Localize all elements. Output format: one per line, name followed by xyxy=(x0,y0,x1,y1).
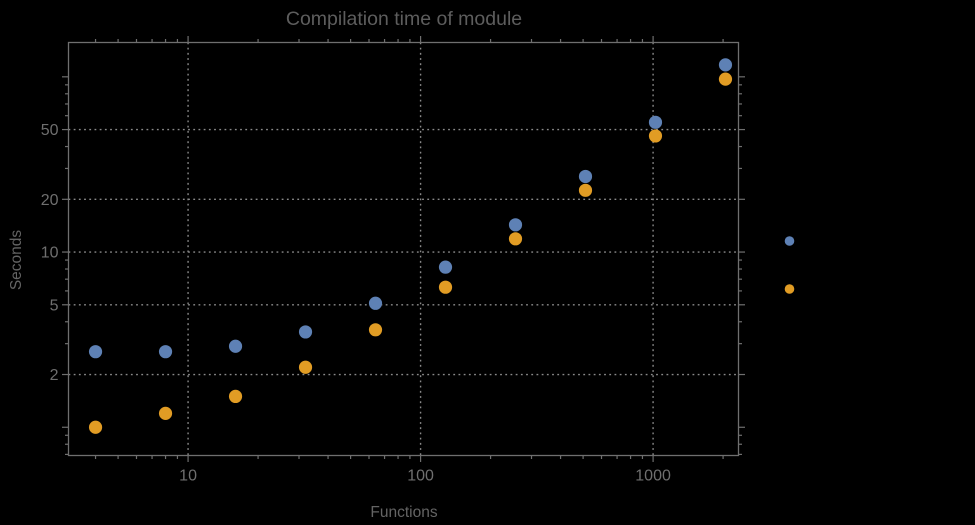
data-point-series-1-blue xyxy=(228,339,243,353)
data-point-series-1-blue xyxy=(368,296,383,310)
frame-layer xyxy=(67,41,740,457)
data-point-series-2-orange xyxy=(648,129,663,143)
data-points-layer xyxy=(88,58,733,434)
data-point-series-2-orange xyxy=(298,360,313,374)
x-tick-label-100: 100 xyxy=(407,468,434,485)
data-point-series-2-orange xyxy=(368,323,383,337)
x-axis-label: Functions xyxy=(370,504,437,521)
data-point-series-1-blue xyxy=(298,325,313,339)
y-tick-label-2: 2 xyxy=(50,367,59,384)
data-point-series-2-orange xyxy=(438,280,453,294)
y-tick-label-20: 20 xyxy=(41,192,59,209)
data-point-series-2-orange xyxy=(508,232,523,246)
data-point-series-2-orange xyxy=(228,389,243,404)
data-point-series-1-blue xyxy=(578,169,593,184)
data-point-series-2-orange xyxy=(88,420,103,434)
data-point-series-2-orange xyxy=(578,183,593,197)
y-tick-label-5: 5 xyxy=(50,297,59,314)
chart-title: Compilation time of module xyxy=(286,8,522,30)
data-point-series-1-blue xyxy=(438,260,453,274)
data-point-series-2-orange xyxy=(158,406,173,420)
data-point-series-1-blue xyxy=(718,58,733,72)
y-axis-label: Seconds xyxy=(8,230,25,291)
legend-marker-series-1-blue xyxy=(784,236,795,246)
plot-frame xyxy=(67,41,740,457)
data-point-series-2-orange xyxy=(718,72,733,86)
data-point-series-1-blue xyxy=(508,218,523,232)
grid-layer xyxy=(68,42,739,456)
legend-marker-series-2-orange xyxy=(784,284,795,294)
data-point-series-1-blue xyxy=(88,345,103,359)
data-point-series-1-blue xyxy=(158,345,173,359)
legend xyxy=(784,236,795,294)
tick-layer xyxy=(62,36,745,462)
x-tick-label-1000: 1000 xyxy=(635,468,671,485)
data-point-series-1-blue xyxy=(648,115,663,129)
tick-label-layer: 10 100 1000 2 5 10 20 50 xyxy=(41,122,671,484)
x-tick-label-10: 10 xyxy=(179,468,197,485)
y-tick-label-50: 50 xyxy=(41,122,59,139)
y-tick-label-10: 10 xyxy=(41,245,59,262)
